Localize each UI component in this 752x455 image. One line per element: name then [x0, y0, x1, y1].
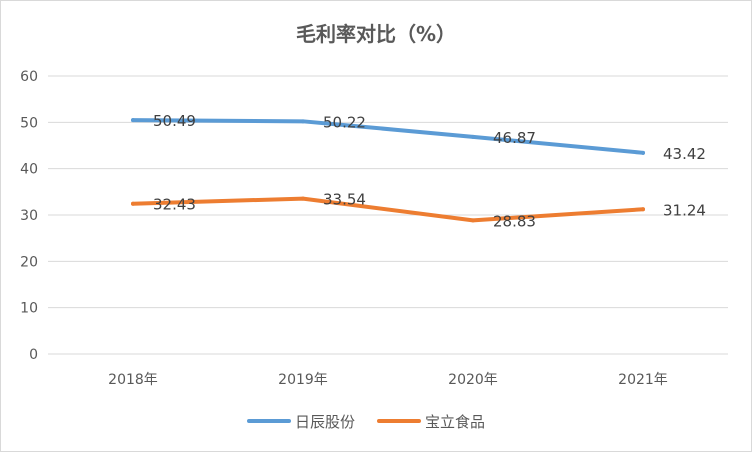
- legend-item-1: 日辰股份: [247, 413, 355, 431]
- legend-label: 日辰股份: [295, 413, 355, 431]
- data-label: 50.22: [323, 113, 366, 131]
- data-point: [471, 218, 475, 223]
- data-label: 31.24: [663, 201, 706, 219]
- y-tick-label: 50: [20, 115, 38, 131]
- y-tick-label: 60: [20, 69, 38, 85]
- y-tick-label: 0: [29, 347, 38, 363]
- legend-item-2: 宝立食品: [377, 413, 485, 431]
- data-label: 33.54: [323, 191, 366, 209]
- x-tick-label: 2021年: [618, 372, 668, 388]
- data-label: 28.83: [493, 212, 536, 230]
- data-point: [131, 201, 135, 206]
- data-point: [641, 150, 645, 155]
- legend-label: 宝立食品: [425, 413, 485, 431]
- data-label: 50.49: [153, 112, 196, 130]
- x-tick-label: 2020年: [448, 372, 498, 388]
- x-tick-label: 2018年: [108, 372, 158, 388]
- data-label: 43.42: [663, 145, 706, 163]
- data-point: [301, 119, 305, 124]
- y-tick-label: 10: [20, 301, 38, 317]
- data-point: [131, 118, 135, 123]
- x-tick-label: 2019年: [278, 372, 328, 388]
- data-point: [301, 196, 305, 201]
- data-label: 32.43: [153, 196, 196, 214]
- data-point: [471, 134, 475, 139]
- series-line-1: [131, 118, 645, 155]
- y-tick-label: 30: [20, 208, 38, 224]
- data-point: [641, 207, 645, 212]
- chart-title: 毛利率对比（%）: [296, 22, 456, 46]
- y-tick-label: 40: [20, 162, 38, 178]
- series-line-2: [131, 196, 645, 223]
- data-label: 46.87: [493, 129, 536, 147]
- y-tick-label: 20: [20, 254, 38, 270]
